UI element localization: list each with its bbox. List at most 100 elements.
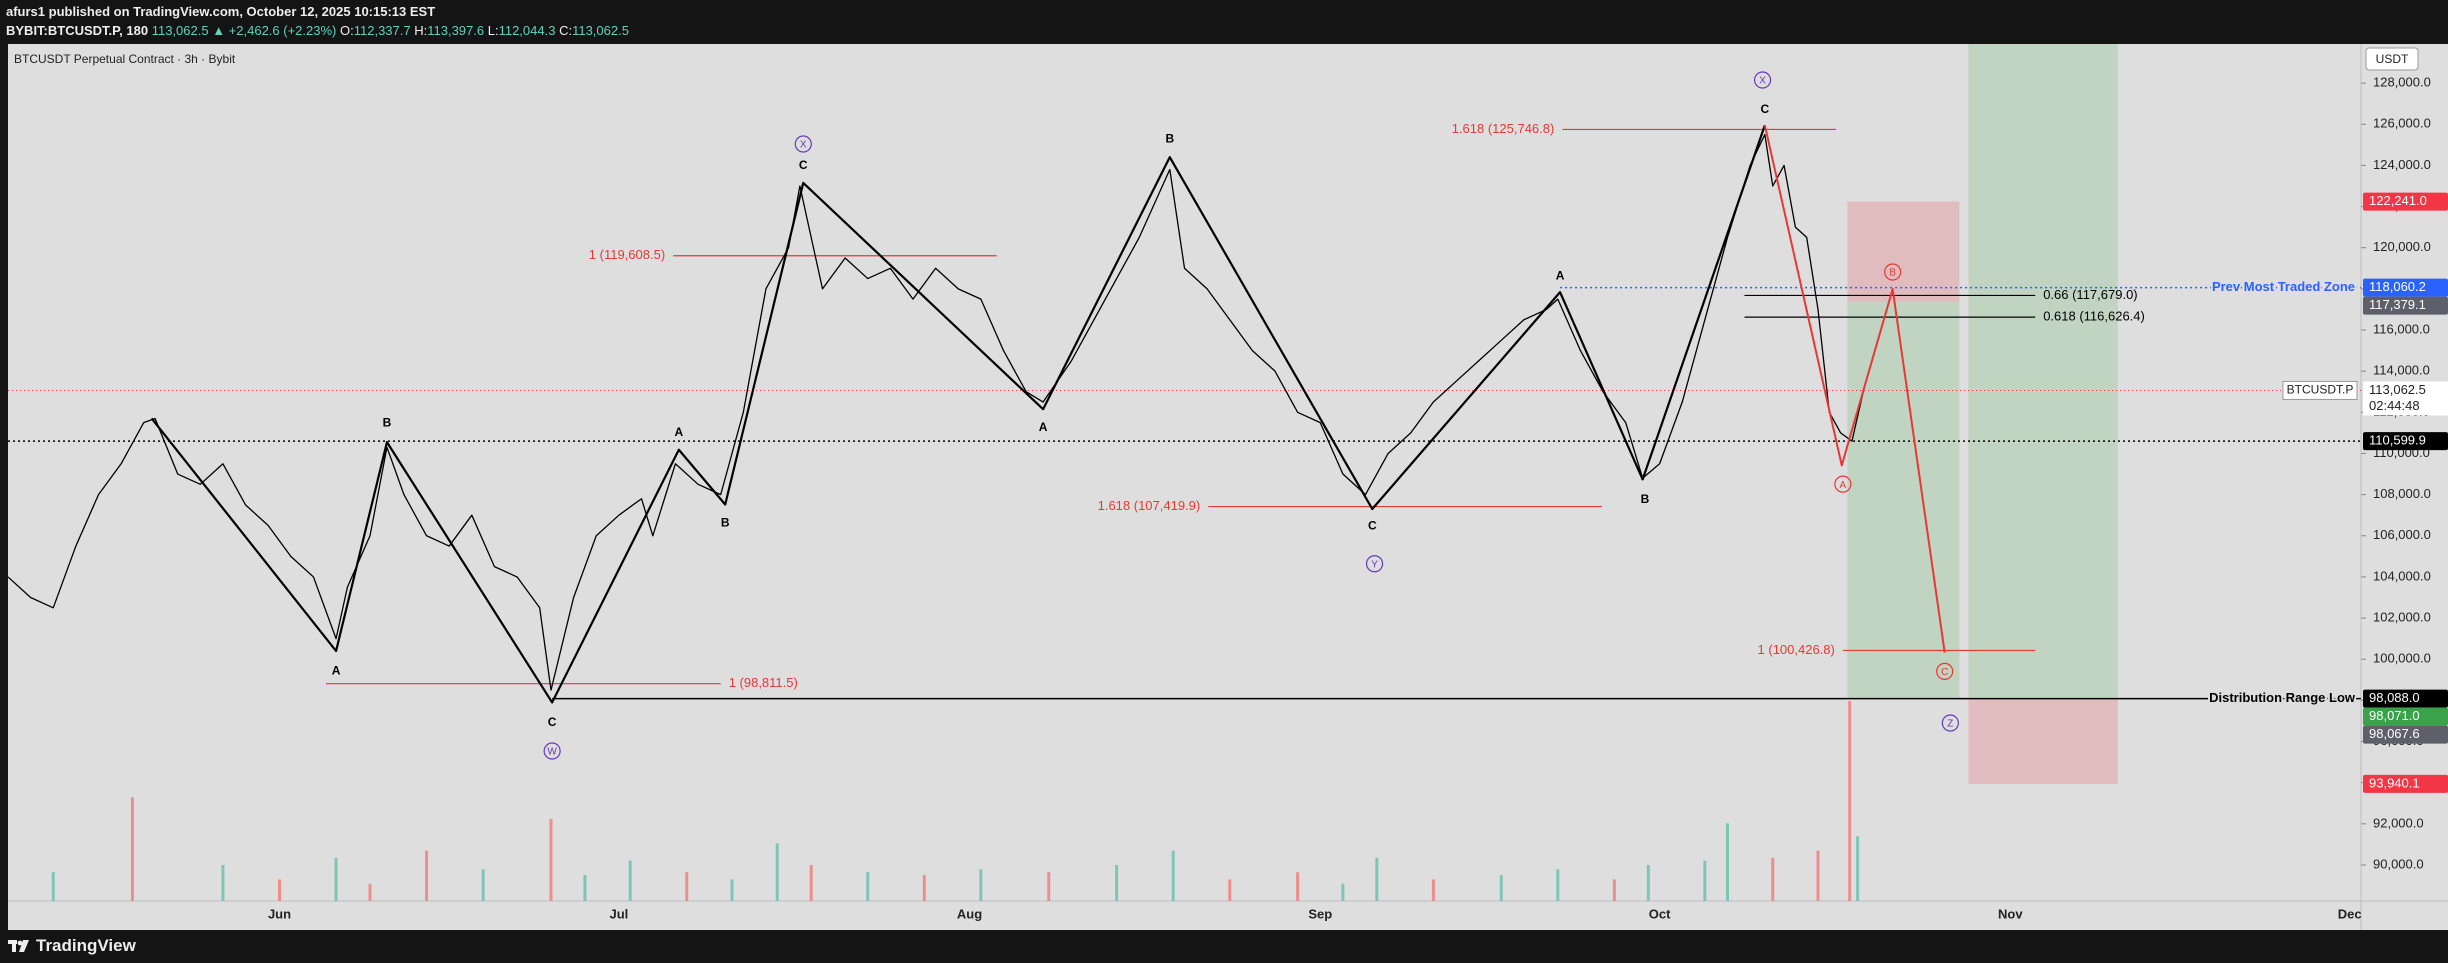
- symbol-box: [2282, 380, 2358, 400]
- symbol-info: BYBIT:BTCUSDT.P, 180 113,062.5 ▲ +2,462.…: [6, 21, 629, 40]
- footer: TradingView: [8, 936, 136, 956]
- volume-bar: [809, 865, 813, 901]
- volume-bar: [1296, 872, 1300, 901]
- price-axis-label: 118,060.2: [2369, 279, 2426, 294]
- y-tick-label: 126,000.0: [2373, 116, 2431, 131]
- last-price-box: [2363, 381, 2448, 416]
- wave-line: [150, 124, 1766, 704]
- fib-label: 1 (98,811.5): [729, 675, 798, 690]
- header: afurs1 published on TradingView.com, Oct…: [6, 2, 629, 40]
- volume-bar: [1228, 879, 1232, 901]
- x-tick-label: Sep: [1308, 906, 1332, 921]
- volume-bar: [583, 875, 587, 901]
- stop-zone: [1847, 201, 1960, 302]
- volume-bar: [1499, 875, 1503, 901]
- wave-circle: [1834, 475, 1852, 493]
- volume-bar: [1047, 872, 1051, 901]
- target-zone: [1968, 44, 2118, 699]
- h-line-label: Distribution Range Low: [2209, 690, 2356, 705]
- fib-label: 1.618 (125,746.8): [1452, 121, 1555, 136]
- y-tick-label: 100,000.0: [2373, 651, 2431, 666]
- price-line: [8, 133, 1864, 691]
- wave-circle: [543, 742, 561, 760]
- price-axis-label: 98,067.6: [2369, 726, 2420, 741]
- volume-bar: [368, 883, 372, 901]
- volume-bar: [1375, 857, 1379, 901]
- volume-bar: [1612, 879, 1616, 901]
- volume-bar: [1726, 823, 1729, 901]
- price-axis-label-box: [2363, 278, 2448, 297]
- y-tick-label: 104,000.0: [2373, 568, 2431, 583]
- wave-label: A: [332, 664, 341, 678]
- high: 113,397.6: [427, 23, 485, 38]
- volume-bar: [1816, 850, 1820, 901]
- currency-box: [2365, 47, 2419, 71]
- volume-bar: [979, 869, 983, 901]
- price-axis-label-box: [2363, 725, 2448, 744]
- fib-label: 1 (100,426.8): [1758, 642, 1835, 657]
- volume-bar: [1856, 836, 1860, 901]
- symbol: BYBIT:BTCUSDT.P, 180: [6, 23, 149, 38]
- logo: [8, 940, 29, 952]
- x-tick-label: Jul: [609, 906, 628, 921]
- fib-label: 1.618 (107,419.9): [1098, 498, 1201, 513]
- wave-label: C: [548, 715, 557, 729]
- wave-circle: [1941, 714, 1959, 732]
- volume-bar: [922, 875, 926, 901]
- volume-bar: [130, 797, 134, 901]
- volume-bar: [1646, 865, 1650, 901]
- price-axis-label: 117,379.1: [2369, 297, 2426, 312]
- circled-label: Z: [1947, 719, 1953, 730]
- volume-bar: [730, 879, 734, 901]
- price-axis-label: 110,599.9: [2369, 433, 2426, 448]
- projection-line: [1763, 125, 1946, 653]
- l-label: L:: [487, 23, 499, 38]
- volume-bar: [334, 857, 338, 901]
- y-tick-label: 92,000.0: [2373, 815, 2424, 830]
- circled-label: W: [547, 747, 557, 758]
- price-axis-label-box: [2363, 774, 2448, 793]
- volume-bar: [278, 879, 281, 901]
- volume-bar: [1341, 883, 1345, 901]
- price-axis-label-box: [2363, 689, 2448, 708]
- x-tick-label: Jun: [268, 906, 291, 921]
- circled-label: Y: [1371, 559, 1378, 570]
- price-axis-label: 122,241.0: [2369, 193, 2427, 208]
- volume-bar: [221, 865, 225, 901]
- wave-label: B: [1641, 492, 1650, 506]
- wave-circle: [794, 135, 812, 153]
- price: 113,062.5: [151, 23, 209, 38]
- wave-label: A: [1039, 420, 1048, 434]
- volume-bar: [1848, 701, 1852, 901]
- wave-label: C: [1368, 518, 1377, 532]
- volume-bar: [481, 869, 485, 901]
- volume-bar: [775, 843, 779, 901]
- y-tick-label: 90,000.0: [2373, 856, 2424, 871]
- volume-bar: [1771, 857, 1775, 901]
- currency: USDT: [2376, 52, 2409, 66]
- volume-bar: [1115, 865, 1119, 901]
- publish-info: afurs1 published on TradingView.com, Oct…: [6, 4, 436, 19]
- low: 112,044.3: [498, 23, 556, 38]
- h-label: H:: [414, 23, 428, 38]
- symbol-label: BTCUSDT.P: [2287, 383, 2354, 397]
- y-tick-label: 102,000.0: [2373, 610, 2431, 625]
- circled-label: A: [1840, 480, 1847, 491]
- volume-bar: [1703, 860, 1707, 901]
- fib-label: 0.618 (116,626.4): [2043, 309, 2145, 324]
- wave-label: B: [383, 415, 392, 429]
- y-tick-label: 108,000.0: [2373, 486, 2431, 501]
- volume-bar: [685, 872, 689, 901]
- y-tick-label: 124,000.0: [2373, 157, 2431, 172]
- y-tick-label: 114,000.0: [2373, 363, 2430, 378]
- wave-circle: [1365, 555, 1384, 573]
- wave-label: A: [1556, 269, 1565, 283]
- x-tick-label: Dec: [2338, 906, 2362, 921]
- h-line-label: Prev Most Traded Zone: [2212, 279, 2355, 294]
- x-tick-label: Oct: [1649, 906, 1671, 921]
- wave-label: C: [1760, 102, 1769, 116]
- change: ▲ +2,462.6 (+2.23%): [212, 23, 337, 38]
- y-tick-label: 120,000.0: [2373, 239, 2431, 254]
- y-tick-label: 116,000.0: [2373, 321, 2430, 336]
